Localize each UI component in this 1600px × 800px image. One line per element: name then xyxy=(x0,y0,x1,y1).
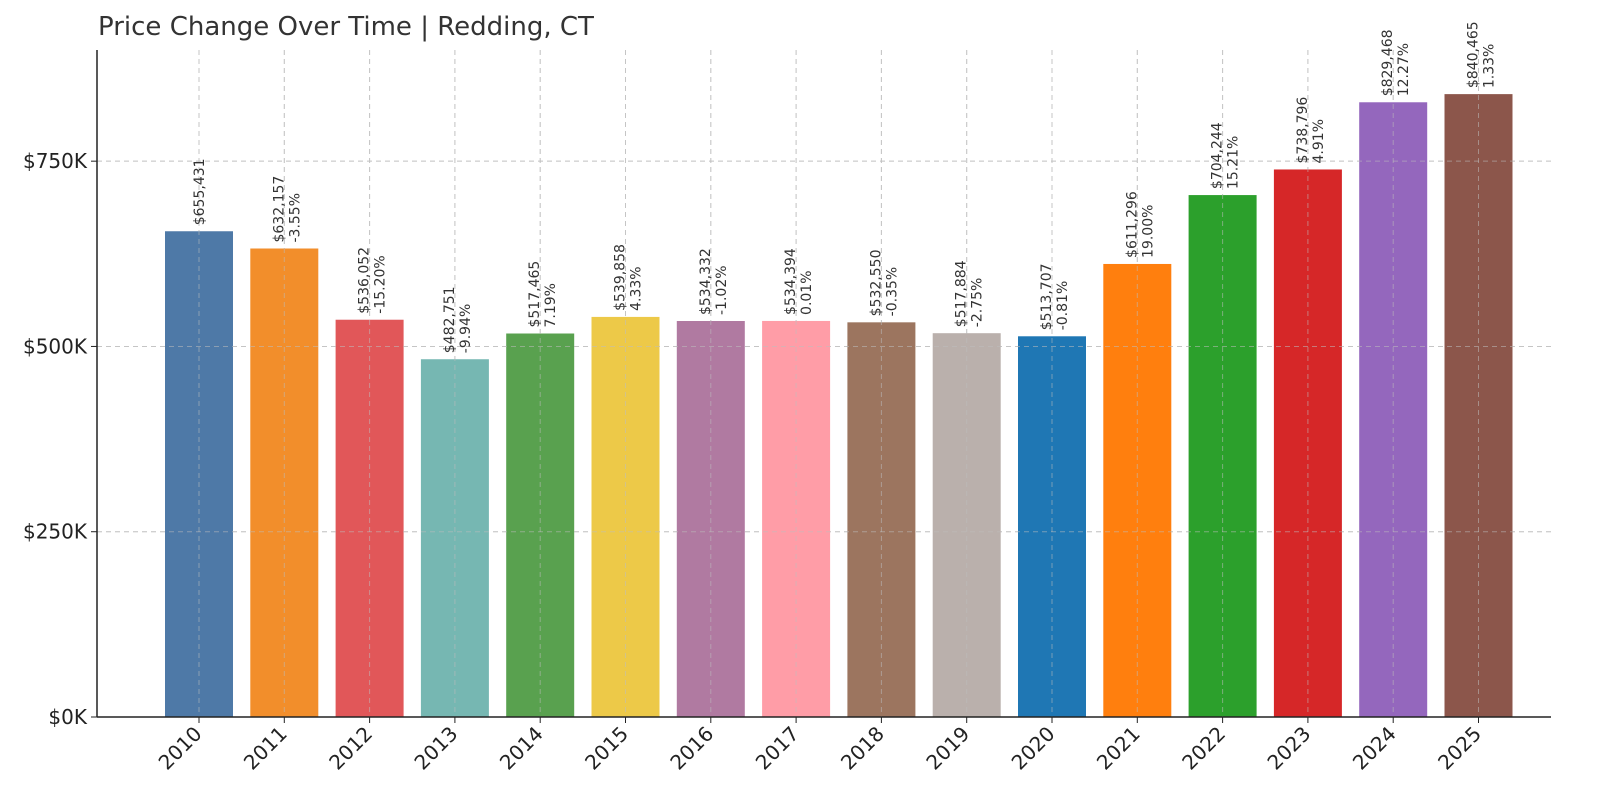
bar-2014 xyxy=(506,333,575,717)
x-tick-label: 2011 xyxy=(239,722,292,775)
change-label: 15.21% xyxy=(1226,136,1242,189)
bars-layer xyxy=(97,50,1551,718)
x-tick-label: 2024 xyxy=(1348,722,1401,775)
value-label: $534,332 xyxy=(698,248,714,315)
y-tick-label: $250K xyxy=(23,520,88,544)
value-label: $513,707 xyxy=(1039,263,1055,330)
x-tick-label: 2019 xyxy=(921,722,974,775)
change-label: 7.19% xyxy=(543,283,559,327)
x-tick-label: 2025 xyxy=(1433,722,1486,775)
value-label: $738,796 xyxy=(1295,97,1311,164)
change-label: 4.91% xyxy=(1311,119,1327,163)
change-label: -15.20% xyxy=(373,255,389,313)
change-label: 12.27% xyxy=(1396,43,1412,96)
value-label: $517,465 xyxy=(527,261,543,328)
x-tick-label: 2013 xyxy=(409,722,462,775)
change-label: 0.01% xyxy=(799,270,815,314)
value-label: $539,858 xyxy=(613,244,629,311)
change-label: -1.02% xyxy=(714,265,730,315)
value-label: $840,465 xyxy=(1466,21,1482,88)
chart-title: Price Change Over Time | Redding, CT xyxy=(98,12,594,42)
value-label: $534,394 xyxy=(783,248,799,315)
change-label: 1.33% xyxy=(1482,44,1498,88)
x-tick-label: 2020 xyxy=(1007,722,1060,775)
x-tick-label: 2023 xyxy=(1262,722,1315,775)
value-label: $532,550 xyxy=(868,250,884,317)
y-tick-label: $0K xyxy=(48,705,87,729)
value-label: $704,244 xyxy=(1210,122,1226,189)
x-tick-label: 2015 xyxy=(580,722,633,775)
x-tick-label: 2018 xyxy=(836,722,889,775)
x-tick-label: 2017 xyxy=(751,722,804,775)
value-label: $632,157 xyxy=(271,176,287,243)
change-label: -0.81% xyxy=(1055,281,1071,331)
labels-layer: $655,431 $632,157 -3.55% $536,052 -15.20% $48… xyxy=(192,21,1498,353)
y-tick-label: $750K xyxy=(23,149,88,173)
value-label: $517,884 xyxy=(954,260,970,327)
bar-2019 xyxy=(932,333,1001,717)
value-label: $611,296 xyxy=(1124,191,1140,258)
change-label: 19.00% xyxy=(1140,205,1156,258)
value-label: $482,751 xyxy=(442,286,458,353)
change-label: -0.35% xyxy=(884,267,900,317)
x-tick-label: 2022 xyxy=(1177,722,1230,775)
x-tick-label: 2021 xyxy=(1092,722,1145,775)
x-tick-label: 2012 xyxy=(324,722,377,775)
change-label: -2.75% xyxy=(970,278,986,328)
value-label: $655,431 xyxy=(192,158,208,225)
change-label: 4.33% xyxy=(629,266,645,310)
x-tick-label: 2014 xyxy=(495,722,548,775)
change-label: -3.55% xyxy=(287,193,303,243)
y-tick-label: $500K xyxy=(23,334,88,358)
x-tick-label: 2010 xyxy=(154,722,207,775)
value-label: $536,052 xyxy=(357,247,373,314)
x-tick-label: 2016 xyxy=(665,722,718,775)
change-label: -9.94% xyxy=(458,304,474,354)
value-label: $829,468 xyxy=(1380,29,1396,96)
